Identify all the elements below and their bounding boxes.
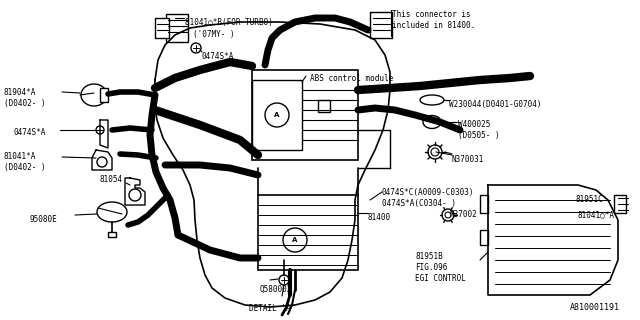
Bar bbox=[155, 18, 169, 38]
Text: W400025: W400025 bbox=[458, 120, 490, 129]
Text: ABS control module: ABS control module bbox=[310, 74, 393, 83]
Text: 81400: 81400 bbox=[368, 213, 391, 222]
Text: EGI CONTROL: EGI CONTROL bbox=[415, 274, 466, 283]
Bar bbox=[480, 230, 488, 245]
Text: 81904*A: 81904*A bbox=[4, 88, 36, 97]
Text: 81054: 81054 bbox=[100, 175, 123, 184]
Text: FIG.096: FIG.096 bbox=[415, 263, 447, 272]
Text: (D0505- ): (D0505- ) bbox=[458, 131, 500, 140]
Text: A810001191: A810001191 bbox=[570, 303, 620, 312]
Text: 81951C: 81951C bbox=[575, 195, 603, 204]
Text: 0474S*A: 0474S*A bbox=[14, 128, 46, 137]
Text: A: A bbox=[292, 237, 298, 243]
Text: Q580002: Q580002 bbox=[260, 285, 292, 294]
Text: 81041*A: 81041*A bbox=[4, 152, 36, 161]
Text: This connector is: This connector is bbox=[392, 10, 470, 19]
Text: N37002: N37002 bbox=[450, 210, 477, 219]
Text: 0474S*C(A0009-C0303): 0474S*C(A0009-C0303) bbox=[382, 188, 474, 197]
Text: N370031: N370031 bbox=[452, 155, 484, 164]
Bar bbox=[258, 195, 358, 270]
Bar bbox=[252, 80, 302, 150]
Bar bbox=[166, 14, 188, 42]
Text: 81041○*A: 81041○*A bbox=[577, 210, 614, 219]
Text: 81041○*B(FOR TURBO): 81041○*B(FOR TURBO) bbox=[185, 18, 273, 27]
Text: DETAIL 'A': DETAIL 'A' bbox=[249, 304, 295, 313]
Bar bbox=[100, 88, 108, 102]
Text: ('07MY- ): ('07MY- ) bbox=[193, 30, 235, 39]
Text: 0474S*A(C0304- ): 0474S*A(C0304- ) bbox=[382, 199, 456, 208]
Bar bbox=[108, 232, 116, 237]
Text: A: A bbox=[275, 112, 280, 118]
Text: (D0402- ): (D0402- ) bbox=[4, 99, 45, 108]
Text: included in 81400.: included in 81400. bbox=[392, 21, 476, 30]
Bar bbox=[480, 195, 488, 213]
Bar bbox=[614, 195, 626, 213]
Text: 95080E: 95080E bbox=[30, 215, 58, 224]
Text: 81951B: 81951B bbox=[415, 252, 443, 261]
Bar bbox=[318, 100, 330, 112]
Text: 0474S*A: 0474S*A bbox=[202, 52, 234, 61]
Text: W230044(D0401-G0704): W230044(D0401-G0704) bbox=[449, 100, 541, 109]
Text: (D0402- ): (D0402- ) bbox=[4, 163, 45, 172]
Bar bbox=[252, 70, 358, 160]
